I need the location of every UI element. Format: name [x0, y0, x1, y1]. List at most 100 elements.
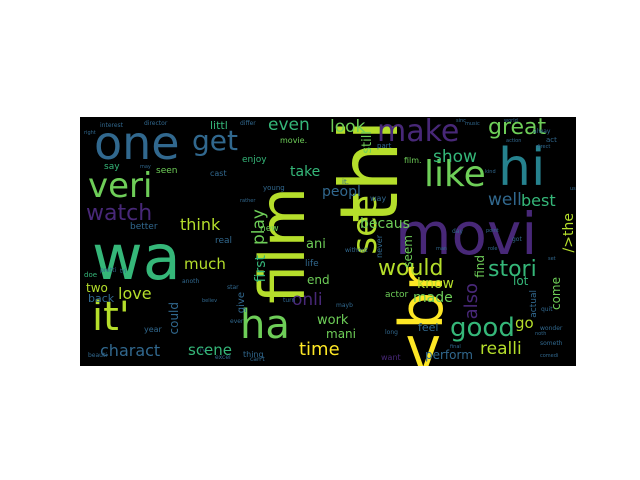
word-veri: veri — [88, 166, 153, 206]
word-ever: ever — [230, 318, 244, 325]
word-well: well — [488, 190, 522, 210]
word-cast: cast — [210, 169, 227, 178]
word-look: look — [330, 117, 366, 137]
word-seen: seen — [156, 166, 178, 176]
word-young: young — [263, 184, 285, 192]
word-turn: turn — [283, 297, 296, 304]
word-peopl: peopl — [322, 184, 361, 200]
word-feel: feel — [418, 321, 439, 334]
word-doe: doe — [84, 271, 98, 279]
word-believ: believ — [202, 298, 218, 304]
word-best: best — [521, 191, 556, 210]
word-ha: ha — [240, 302, 290, 348]
word-movie: movie. — [280, 136, 308, 145]
word-way: way — [370, 194, 387, 203]
word-rather: rather — [240, 198, 256, 204]
word-someth: someth — [540, 340, 563, 347]
word-good: good — [450, 313, 515, 343]
word-charact: charact — [100, 341, 161, 360]
word-right: right — [84, 130, 96, 136]
word-world: world — [504, 118, 518, 124]
word-would: would — [378, 256, 444, 281]
word-want: want — [381, 353, 401, 362]
word-think: think — [180, 215, 221, 234]
word-may: may — [140, 164, 151, 170]
word-lot: lot — [513, 274, 529, 288]
word-ani: ani — [306, 237, 326, 252]
word-go: go — [515, 314, 534, 332]
word-slashthe: />the — [561, 213, 576, 253]
word-anoth: anoth — [182, 278, 200, 285]
word-time: time — [299, 339, 340, 360]
word-excel: excel — [215, 354, 231, 361]
word-cloud: thi film wa movi /><br hi one ha it' ver… — [80, 117, 576, 366]
word-music: music — [465, 121, 480, 127]
word-movi: movi — [395, 200, 538, 268]
word-realli: realli — [480, 339, 522, 359]
word-us: us — [570, 186, 576, 192]
word-wa: wa — [92, 221, 181, 294]
word-end: end — [307, 273, 330, 287]
word-onli: onli — [292, 290, 323, 310]
word-mani: mani — [326, 327, 356, 341]
word-film: film — [246, 187, 319, 304]
word-give: give — [236, 292, 247, 314]
word-comedi: comedi — [540, 353, 559, 359]
word-still: still — [360, 131, 375, 154]
word-show: show — [433, 147, 477, 167]
word-got: got — [512, 236, 522, 243]
word-like: like — [424, 154, 486, 195]
word-two: two — [86, 281, 108, 295]
word-much: much — [184, 255, 226, 273]
word-director: director — [144, 120, 168, 127]
word-find: find — [473, 255, 487, 278]
word-make: make — [377, 117, 460, 149]
word-year: year — [144, 325, 162, 334]
word-point: point — [486, 228, 499, 234]
word-watch: watch — [86, 201, 153, 226]
word-say: say — [104, 162, 120, 172]
word-ive: i'v — [200, 348, 206, 354]
word-kind: kind — [485, 169, 496, 175]
word-work: work — [317, 313, 349, 328]
word-take: take — [290, 164, 321, 180]
word-differ: differ — [240, 120, 256, 127]
word-great: great — [488, 117, 547, 140]
word-enjoy: enjoy — [242, 155, 267, 165]
word-could: could — [167, 302, 181, 335]
word-film-dot: film. — [404, 156, 422, 165]
word-it-dot: it. — [342, 178, 349, 186]
word-one: one — [94, 117, 180, 170]
word-tri: tri — [120, 268, 127, 275]
word-hi: hi — [498, 138, 546, 198]
word-man: man — [436, 246, 448, 252]
word-role: role — [488, 246, 498, 252]
word-littl: littl — [210, 119, 228, 132]
word-life: life — [305, 259, 319, 269]
word-sinc: sinc — [456, 118, 466, 124]
word-better: better — [130, 222, 158, 232]
word-direct: direct — [536, 144, 551, 150]
word-star: star — [227, 284, 239, 291]
word-even: even — [268, 117, 310, 135]
word-stori: stori — [488, 257, 537, 282]
word-know: know — [417, 276, 454, 292]
word-becaus: becaus — [360, 216, 410, 232]
word-quit: quit — [541, 306, 553, 313]
word-never: never — [375, 235, 384, 258]
word-made: made — [413, 290, 453, 306]
word-interest: interest — [100, 122, 124, 129]
word-set: set — [548, 256, 556, 262]
word-first: first — [253, 255, 269, 283]
word-part: part — [377, 142, 392, 150]
word-long: long — [385, 329, 398, 336]
word-alway: alway — [533, 128, 551, 135]
word-act: act — [546, 136, 557, 144]
word-pretti: pretti — [100, 267, 117, 274]
word-noth: noth — [535, 331, 547, 337]
word-wonder: wonder — [540, 325, 563, 332]
word-actual: actual — [529, 290, 539, 318]
word-without: without — [345, 247, 368, 254]
word-final: final — [450, 344, 461, 350]
word-new: new — [260, 224, 279, 234]
